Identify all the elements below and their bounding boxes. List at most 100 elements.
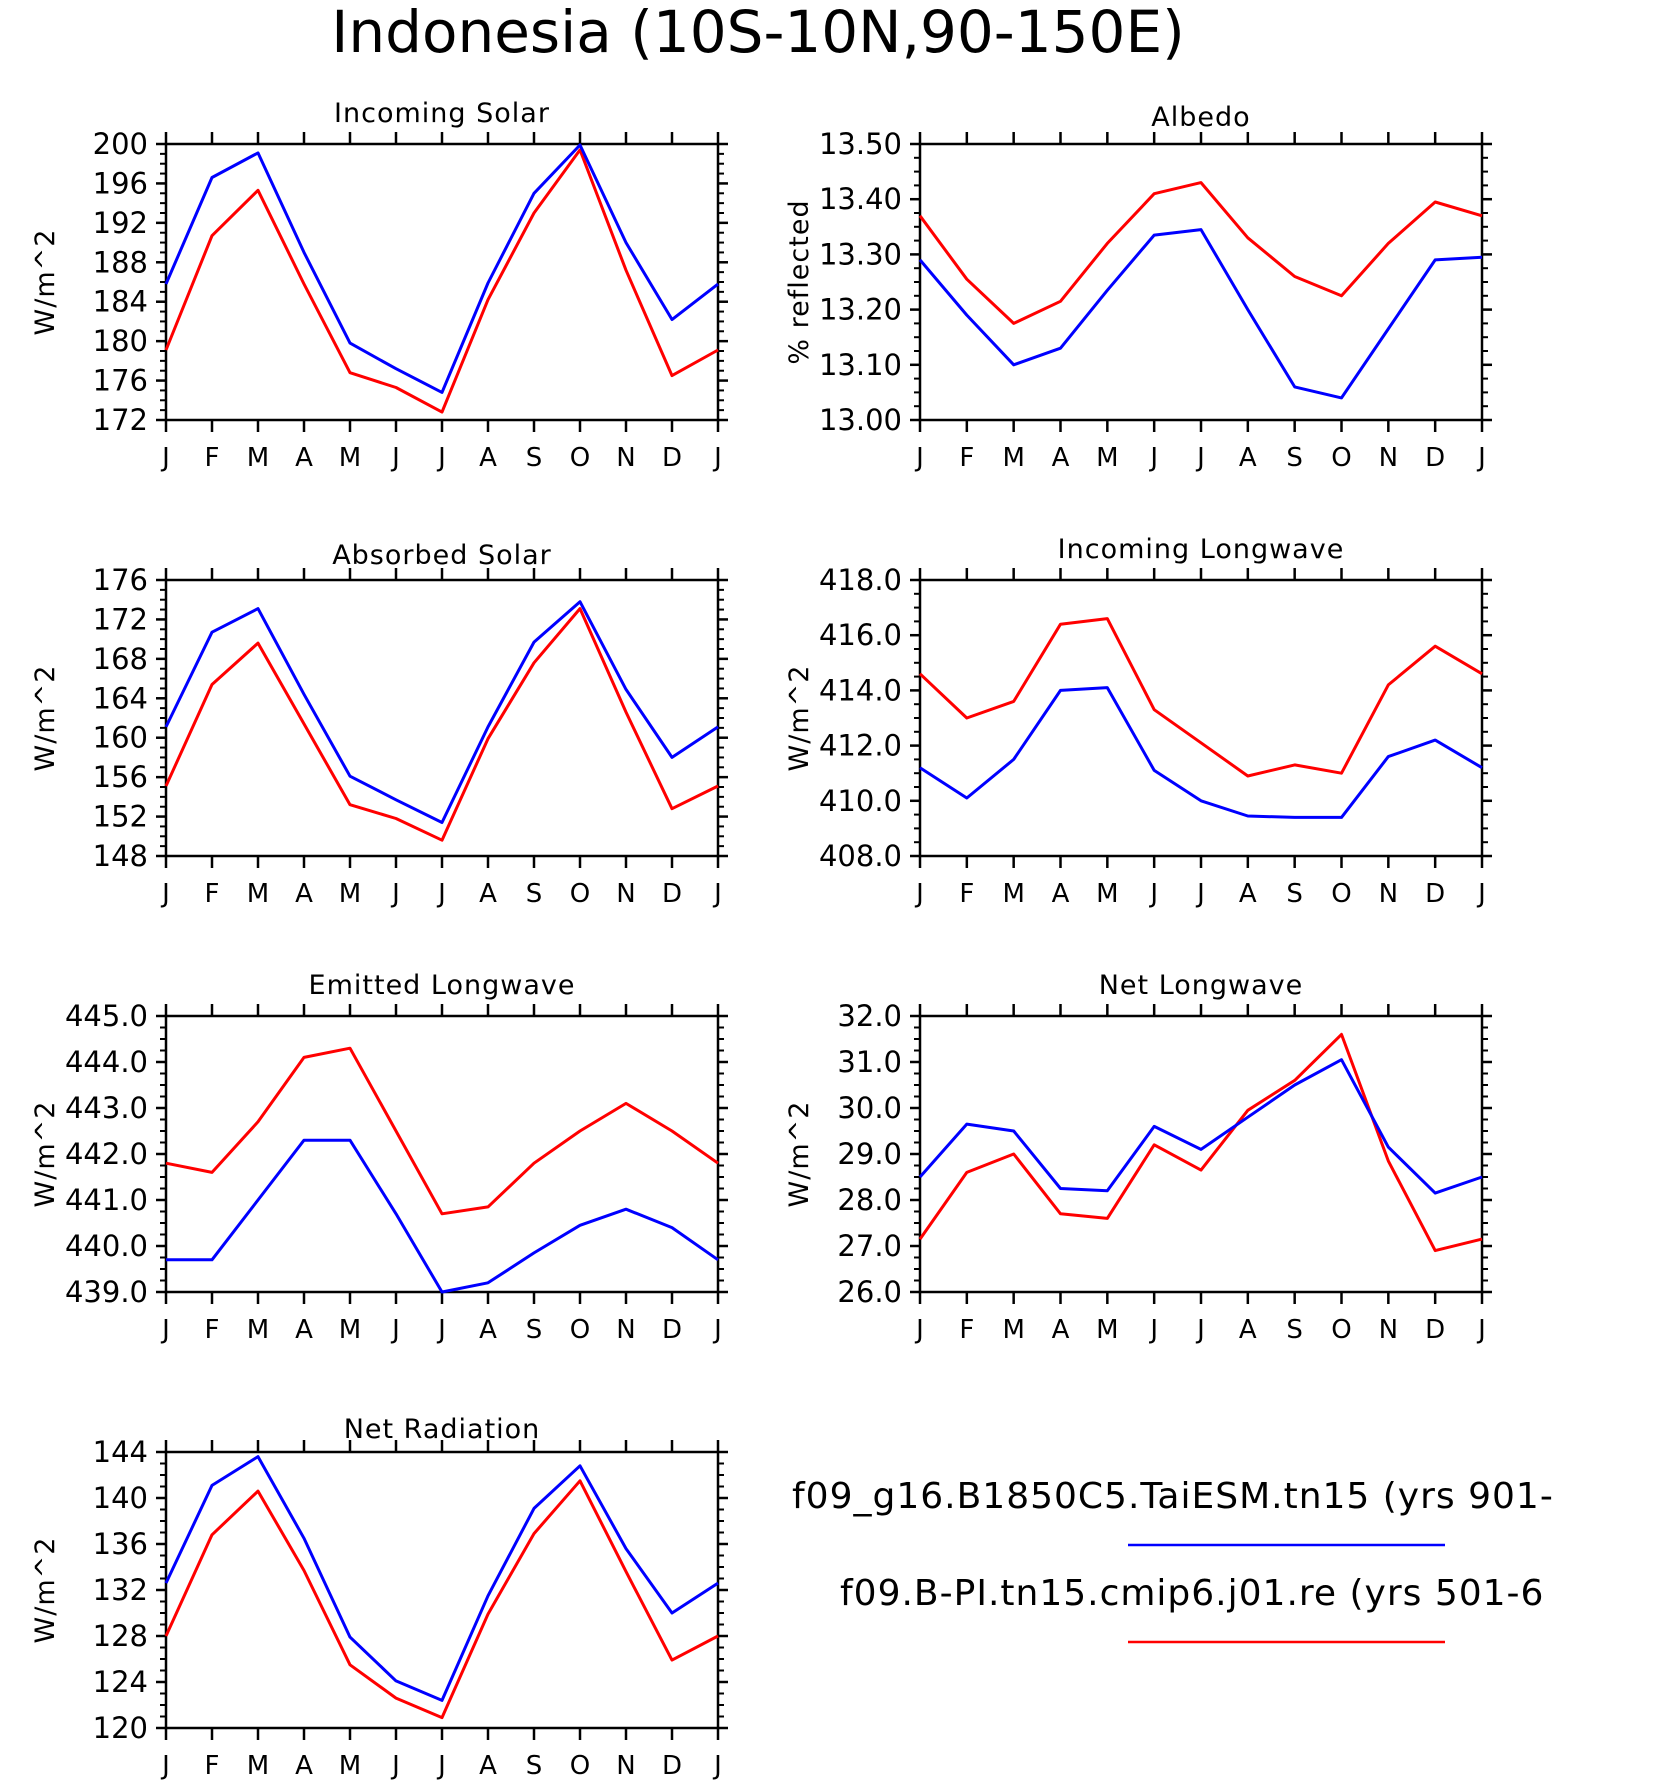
y-tick-label: 148 [93,839,148,873]
x-tick-label: O [1331,879,1351,909]
series-line [918,1058,1483,1195]
x-tick-label: D [662,1315,682,1345]
y-tick-label: 13.30 [819,237,902,271]
plot-frame [918,142,1484,422]
y-axis-label: W/m^2 [30,1101,61,1208]
x-tick-label: J [390,1751,400,1781]
x-tick-label: J [914,443,924,473]
y-tick-label: 168 [93,642,148,676]
y-axis-label: % reflected [784,199,815,364]
legend: f09_g16.B1850C5.TaiESM.tn15 (yrs 901- f0… [792,1476,1554,1644]
legend-label-run1: f09_g16.B1850C5.TaiESM.tn15 (yrs 901- [792,1476,1554,1517]
x-tick-label: S [526,1751,543,1781]
x-tick-label: J [390,443,400,473]
y-tick-label: 414.0 [819,673,902,707]
series-line [164,143,719,394]
x-tick-label: A [1052,1315,1070,1345]
y-tick-label: 172 [93,403,148,437]
x-tick-label: S [1286,879,1303,909]
y-axis-label: W/m^2 [30,665,61,772]
x-tick-label: A [295,1315,313,1345]
y-tick-label: 418.0 [819,563,902,597]
x-tick-label: F [205,443,220,473]
x-tick-label: D [662,443,682,473]
plot-frame [918,578,1484,858]
x-tick-label: F [205,1751,220,1781]
y-tick-label: 160 [93,721,148,755]
y-tick-label: 13.10 [819,348,902,382]
x-tick-label: J [436,879,446,909]
x-tick-label: J [1476,443,1486,473]
y-tick-label: 184 [93,285,148,319]
x-tick-label: O [1331,443,1351,473]
series-line [164,600,719,824]
x-tick-label: M [247,1315,269,1345]
x-tick-label: J [1148,443,1158,473]
series-line [164,1479,719,1720]
y-tick-label: 176 [93,364,148,398]
x-tick-label: J [160,443,170,473]
x-tick-label: F [205,879,220,909]
y-tick-label: 180 [93,324,148,358]
series-line [919,686,1483,819]
y-tick-label: 29.0 [837,1137,902,1171]
x-tick-label: N [616,1751,635,1781]
y-tick-label: 13.50 [819,127,902,161]
y-axis-label: W/m^2 [30,229,61,336]
x-tick-label: N [1379,1315,1398,1345]
x-tick-label: M [1096,1315,1118,1345]
x-tick-label: O [570,879,590,909]
x-tick-label: O [570,1751,590,1781]
x-tick-label: F [959,879,974,909]
y-tick-label: 124 [93,1665,148,1699]
x-tick-label: D [662,879,682,909]
y-tick-label: 408.0 [819,839,902,873]
legend-label-run2: f09.B-PI.tn15.cmip6.j01.re (yrs 501-6 [840,1573,1544,1614]
x-tick-label: J [1148,879,1158,909]
x-tick-label: M [1096,879,1118,909]
y-tick-label: 441.0 [65,1183,148,1217]
x-tick-label: F [205,1315,220,1345]
x-tick-label: D [1425,1315,1445,1345]
x-tick-label: M [339,1315,361,1345]
panel-title: Incoming Solar [334,98,550,129]
x-tick-label: J [436,443,446,473]
y-tick-label: 26.0 [837,1275,902,1309]
plot-frame [164,142,720,422]
plot-frame [918,1014,1484,1294]
x-tick-label: J [1195,1315,1205,1345]
y-tick-label: 132 [93,1573,148,1607]
x-tick-label: O [1331,1315,1351,1345]
plot-frame [164,1014,720,1294]
x-tick-label: A [1239,879,1257,909]
y-tick-label: 28.0 [837,1183,902,1217]
panel-title: Emitted Longwave [309,970,576,1001]
y-tick-label: 144 [93,1435,148,1469]
x-tick-label: S [526,879,543,909]
series-line [918,228,1483,400]
x-tick-label: S [526,1315,543,1345]
panel-title: Absorbed Solar [332,540,552,571]
x-tick-label: M [339,879,361,909]
series-line [165,1046,719,1216]
y-tick-label: 188 [93,245,148,279]
panel-title: Incoming Longwave [1058,534,1345,565]
x-tick-label: J [712,879,722,909]
x-tick-label: F [959,1315,974,1345]
x-tick-label: A [1239,1315,1257,1345]
y-tick-label: 136 [93,1527,148,1561]
y-tick-label: 128 [93,1619,148,1653]
y-tick-label: 445.0 [65,999,148,1033]
x-tick-label: A [1239,443,1257,473]
x-tick-label: M [1002,443,1024,473]
x-tick-label: M [339,443,361,473]
y-tick-label: 410.0 [819,784,902,818]
x-tick-label: J [914,1315,924,1345]
x-tick-label: J [436,1315,446,1345]
series-line [918,617,1483,778]
